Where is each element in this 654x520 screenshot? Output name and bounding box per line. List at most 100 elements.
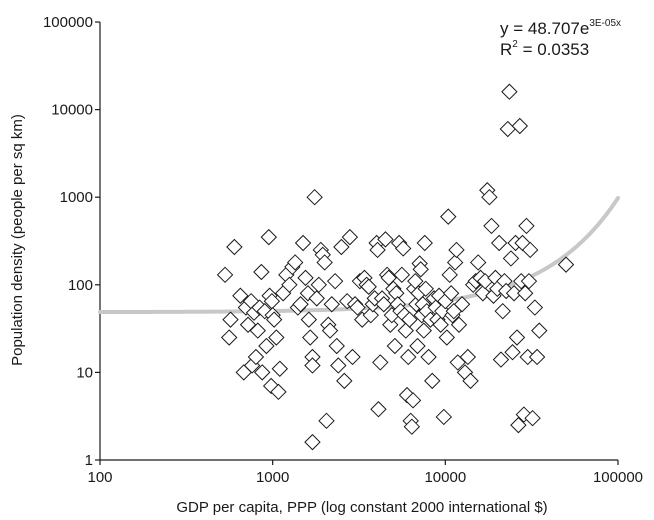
data-point: [469, 254, 487, 271]
data-point: [521, 241, 539, 259]
data-point: [404, 392, 422, 409]
x-tick-group: 100 1000 10000 100000: [87, 460, 643, 486]
data-point: [446, 254, 464, 271]
data-point: [415, 322, 432, 339]
data-point: [344, 348, 361, 366]
data-points: [216, 83, 575, 451]
data-point: [386, 337, 404, 355]
data-point: [420, 348, 437, 366]
data-point: [323, 296, 340, 313]
data-point: [326, 272, 344, 290]
data-point: [254, 364, 271, 381]
data-point: [516, 285, 534, 302]
data-point: [494, 302, 511, 320]
trendline-equation: y = 48.707e3E-05x: [500, 18, 621, 38]
data-point: [424, 372, 441, 390]
data-point: [321, 322, 339, 339]
data-point: [417, 280, 434, 298]
data-point: [508, 329, 526, 346]
data-point: [490, 234, 508, 252]
y-tick-label: 10: [76, 364, 93, 381]
data-point: [258, 337, 275, 355]
data-point: [412, 261, 429, 278]
data-point: [432, 316, 449, 333]
data-point: [375, 296, 392, 313]
data-point: [442, 285, 460, 302]
data-point: [528, 348, 546, 366]
y-axis-label: Population density (people per sq km): [9, 114, 26, 366]
data-point: [304, 357, 321, 374]
r-squared-label: R2 = 0.0353: [500, 39, 589, 59]
data-point: [360, 278, 377, 295]
y-tick-label: 1000: [60, 189, 93, 206]
data-point: [247, 348, 265, 366]
data-point: [260, 228, 278, 246]
data-point: [349, 299, 366, 316]
data-point: [222, 311, 239, 328]
y-tick-label: 100: [68, 277, 93, 294]
data-point: [520, 272, 538, 290]
data-point: [333, 238, 350, 256]
data-point: [483, 217, 500, 235]
data-point: [499, 120, 516, 138]
data-point: [524, 409, 541, 427]
data-point: [226, 238, 243, 256]
data-point: [435, 408, 453, 426]
data-point: [502, 250, 520, 267]
data-point: [271, 360, 289, 377]
data-point: [416, 234, 433, 252]
data-point: [557, 256, 575, 273]
data-point: [377, 231, 394, 248]
data-point: [504, 344, 521, 361]
data-point: [362, 306, 379, 324]
data-point: [341, 228, 359, 246]
data-point: [526, 299, 544, 316]
trendline: [98, 196, 620, 315]
data-point: [510, 416, 527, 434]
data-point: [501, 83, 518, 100]
r2-value: = 0.0353: [518, 40, 589, 59]
x-tick-label: 100000: [593, 469, 643, 486]
r2-exponent: 2: [512, 39, 518, 50]
data-point: [518, 217, 535, 235]
data-point: [286, 254, 304, 271]
data-point: [253, 263, 270, 281]
data-point: [292, 296, 309, 313]
r2-prefix: R: [500, 40, 512, 59]
data-point: [438, 329, 456, 346]
x-axis-label: GDP per capita, PPP (log constant 2000 i…: [176, 499, 547, 516]
data-point: [369, 241, 386, 259]
data-point: [336, 372, 353, 390]
x-tick-label: 100: [87, 469, 112, 486]
data-point: [265, 311, 283, 328]
data-point: [316, 254, 333, 271]
x-tick-label: 1000: [256, 469, 289, 486]
data-point: [308, 290, 325, 307]
y-tick-label: 10000: [51, 102, 93, 119]
data-point: [409, 337, 426, 355]
y-tick-group: 1 10 100 1000 10000 100000: [43, 14, 100, 469]
data-point: [302, 329, 319, 346]
data-point: [441, 266, 458, 284]
data-point: [306, 188, 323, 206]
data-point: [232, 287, 249, 304]
data-point: [270, 383, 287, 401]
data-point: [462, 372, 479, 390]
data-point: [440, 208, 457, 225]
x-tick-label: 10000: [424, 469, 466, 486]
data-point: [310, 276, 328, 294]
data-point: [393, 266, 411, 284]
data-point: [505, 285, 523, 302]
data-point: [239, 316, 257, 333]
y-tick-label: 1: [85, 452, 93, 469]
data-point: [304, 433, 321, 451]
data-point: [481, 188, 498, 206]
data-point: [511, 117, 529, 135]
data-point: [318, 412, 335, 430]
data-point: [216, 266, 234, 284]
data-point: [531, 322, 548, 339]
data-point: [492, 351, 510, 368]
data-point: [328, 337, 345, 355]
equation-prefix: y = 48.707e: [500, 19, 589, 38]
